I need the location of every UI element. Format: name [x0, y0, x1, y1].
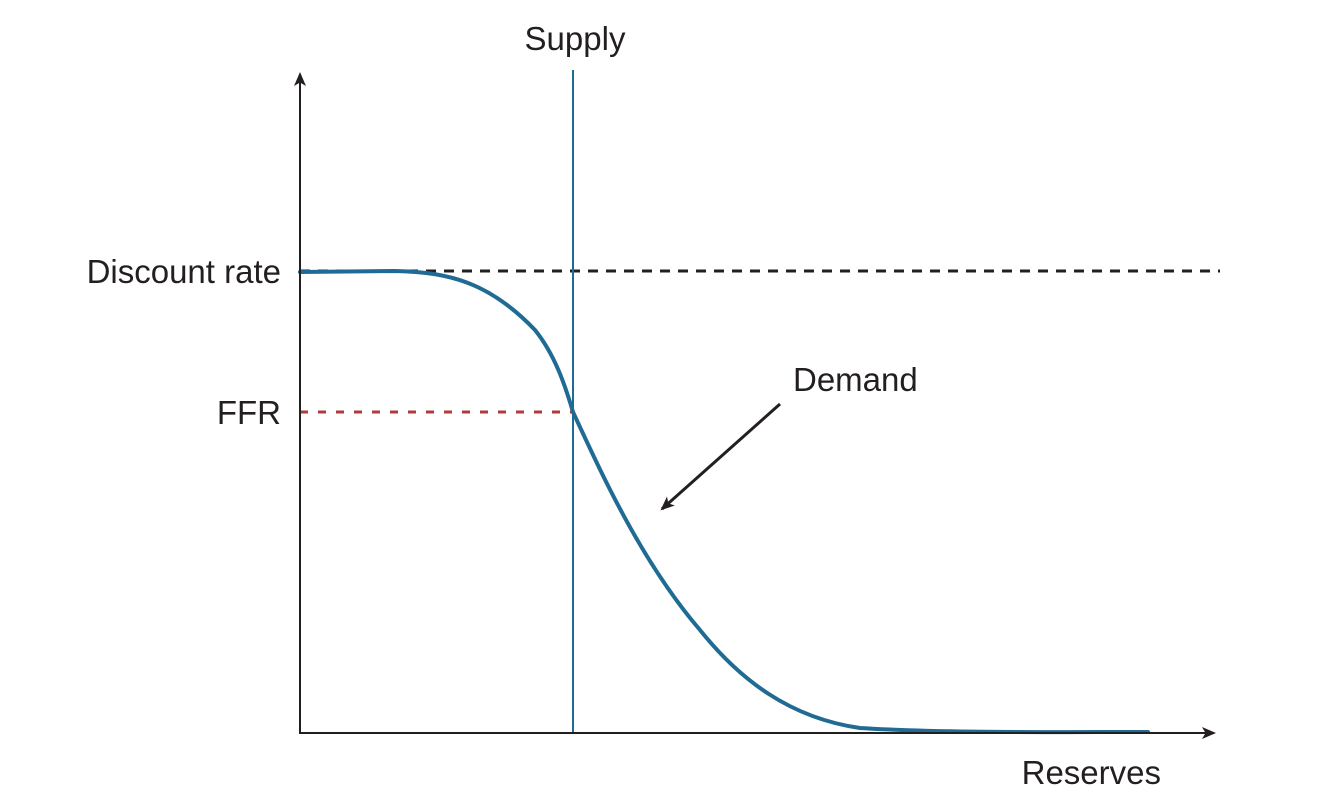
- demand-label: Demand: [793, 361, 918, 398]
- demand-pointer-arrow: [660, 402, 781, 511]
- discount-rate-label: Discount rate: [87, 253, 281, 290]
- demand-curve: [298, 268, 1150, 735]
- supply-label: Supply: [525, 20, 626, 57]
- ffr-label: FFR: [217, 394, 281, 431]
- reserves-axis-label: Reserves: [1022, 754, 1161, 791]
